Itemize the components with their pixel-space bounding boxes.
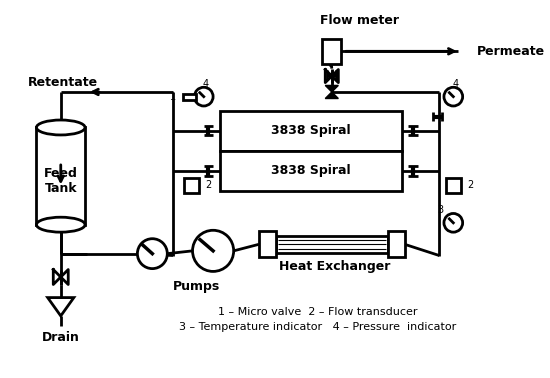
Text: Heat Exchanger: Heat Exchanger [279,260,390,273]
Text: Retentate: Retentate [28,76,98,89]
Text: Feed
Tank: Feed Tank [44,167,78,195]
Polygon shape [325,85,338,92]
Bar [276,236,388,253]
Text: 4: 4 [452,79,458,88]
Bar [219,111,402,151]
Text: 2: 2 [205,180,212,191]
Text: 3838 Spiral: 3838 Spiral [271,164,350,177]
Bar [259,231,276,257]
Text: Pumps: Pumps [173,280,220,293]
Circle shape [444,87,463,106]
Text: 3838 Spiral: 3838 Spiral [271,124,350,137]
Text: Flow meter: Flow meter [320,14,399,26]
Text: 3 – Temperature indicator   4 – Pressure  indicator: 3 – Temperature indicator 4 – Pressure i… [179,322,456,332]
Bar [446,178,461,193]
Text: Permeate: Permeate [477,45,545,58]
Circle shape [194,87,213,106]
Bar [184,178,199,193]
Bar [322,39,341,64]
Text: Drain: Drain [42,331,80,344]
Bar [388,231,405,257]
Bar [183,94,196,101]
Text: 4: 4 [202,79,208,88]
Circle shape [138,239,167,269]
Polygon shape [325,92,338,99]
Ellipse shape [36,217,85,232]
Text: 2: 2 [467,180,473,191]
Circle shape [444,214,463,232]
Bar [219,151,402,191]
Text: 3: 3 [437,205,443,215]
Text: 1: 1 [170,91,176,102]
Circle shape [192,230,234,271]
Ellipse shape [36,120,85,135]
Bar [36,127,85,225]
Text: 1 – Micro valve  2 – Flow transducer: 1 – Micro valve 2 – Flow transducer [218,307,417,317]
